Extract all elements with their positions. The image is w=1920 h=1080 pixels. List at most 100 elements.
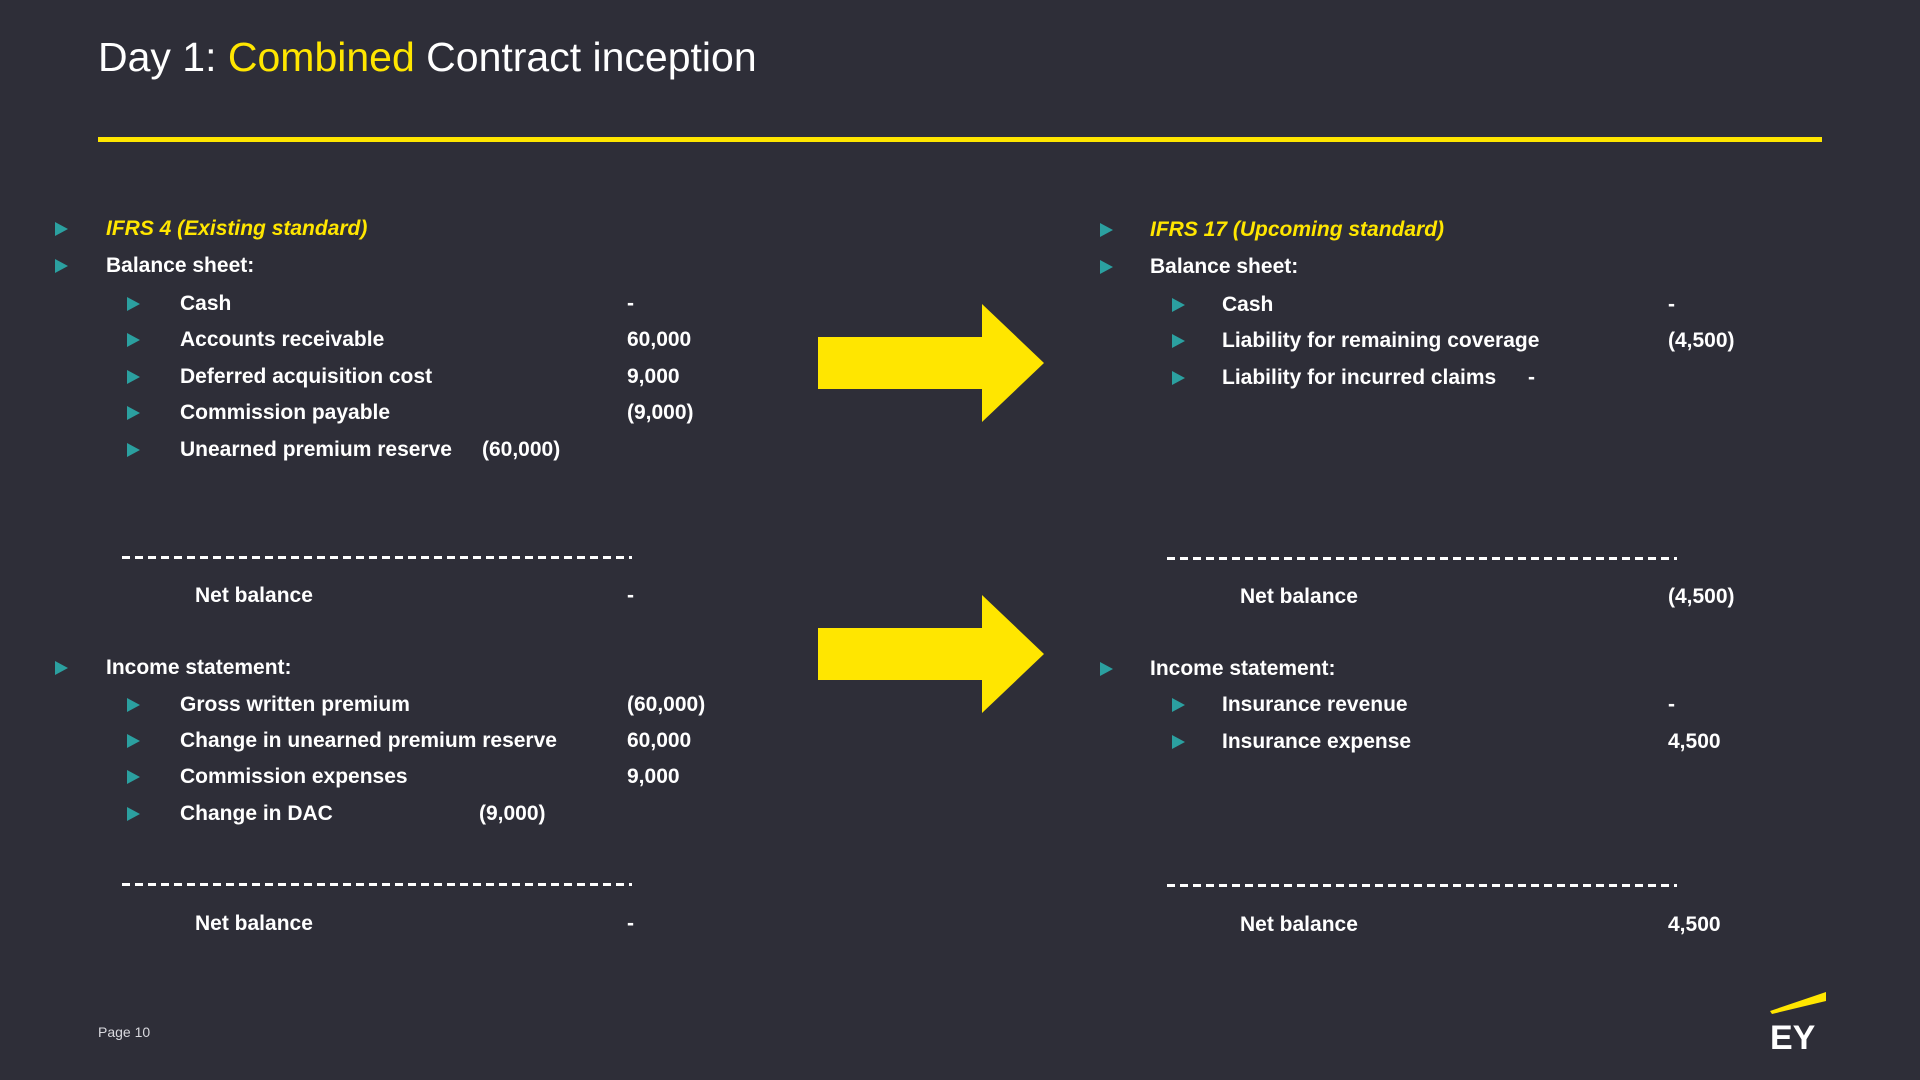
right-arrow-icon [818, 595, 1044, 713]
bullet-icon [127, 370, 140, 384]
title-underline-rule [98, 137, 1822, 142]
bullet-icon [55, 661, 68, 675]
table-row: Gross written premium (60,000) [0, 690, 1920, 720]
row-label: Cash [180, 292, 232, 315]
net-balance-row: Net balance - [0, 581, 1920, 611]
income-statement-header-row: Income statement: [0, 654, 1920, 684]
table-row: Commission expenses 9,000 [0, 762, 1920, 792]
bullet-icon [1172, 735, 1185, 749]
page-title: Day 1: Combined Contract inception [98, 34, 757, 81]
row-label: Gross written premium [180, 693, 410, 716]
bullet-icon [1172, 298, 1185, 312]
row-label: Unearned premium reserve [180, 438, 452, 461]
row-value: (60,000) [627, 693, 706, 716]
net-balance-row: Net balance - [0, 909, 1920, 939]
dashed-separator [122, 883, 632, 886]
bullet-icon [127, 406, 140, 420]
row-value: (9,000) [627, 401, 694, 424]
bullet-icon [127, 333, 140, 347]
income-statement-header: Income statement: [1150, 657, 1336, 680]
table-row: Cash - [0, 290, 1920, 320]
table-row: Liability for incurred claims - [0, 363, 1920, 393]
ey-logo-text: EY [1770, 1019, 1816, 1057]
bullet-icon [127, 734, 140, 748]
row-label: Accounts receivable [180, 328, 385, 351]
row-value: 60,000 [627, 729, 692, 752]
dashed-separator [122, 556, 632, 559]
balance-sheet-header: Balance sheet: [1150, 255, 1299, 278]
row-value: - [1668, 293, 1675, 316]
table-row: Deferred acquisition cost 9,000 [0, 362, 1920, 392]
row-value: - [1668, 693, 1675, 716]
ey-logo: EY [1770, 992, 1840, 1057]
row-label: Deferred acquisition cost [180, 365, 433, 388]
table-row: Insurance expense 4,500 [0, 727, 1920, 757]
ifrs17-header-row: IFRS 17 (Upcoming standard) [0, 215, 1920, 245]
table-row: Commission payable (9,000) [0, 398, 1920, 428]
row-value: (60,000) [482, 438, 561, 461]
bullet-icon [1100, 662, 1113, 676]
row-value: (4,500) [1668, 329, 1735, 352]
row-value: 9,000 [627, 765, 680, 788]
title-prefix: Day 1: [98, 34, 228, 80]
net-balance-value: (4,500) [1668, 585, 1735, 608]
bullet-icon [127, 297, 140, 311]
net-balance-label: Net balance [195, 912, 313, 935]
ifrs17-standard-header: IFRS 17 (Upcoming standard) [1150, 218, 1445, 241]
row-label: Liability for remaining coverage [1222, 329, 1540, 352]
bullet-icon [55, 259, 68, 273]
income-statement-header: Income statement: [106, 656, 292, 679]
bullet-icon [127, 807, 140, 821]
title-suffix: Contract inception [414, 34, 757, 80]
row-value: 9,000 [627, 365, 680, 388]
row-label: Change in unearned premium reserve [180, 729, 557, 752]
bullet-icon [1100, 223, 1113, 237]
table-row: Change in unearned premium reserve 60,00… [0, 726, 1920, 756]
row-value: - [1528, 366, 1535, 389]
row-label: Insurance revenue [1222, 693, 1408, 716]
bullet-icon [127, 443, 140, 457]
dashed-separator [1167, 884, 1677, 887]
dashed-separator [1167, 557, 1677, 560]
bullet-icon [55, 222, 68, 236]
table-row: Liability for remaining coverage (4,500) [0, 326, 1920, 356]
bullet-icon [127, 698, 140, 712]
row-value: (9,000) [479, 802, 546, 825]
table-row: Change in DAC (9,000) [0, 799, 1920, 829]
table-row: Insurance revenue - [0, 690, 1920, 720]
net-balance-value: 4,500 [1668, 913, 1721, 936]
table-row: Unearned premium reserve (60,000) [0, 435, 1920, 465]
page-number: Page 10 [98, 1024, 151, 1040]
net-balance-row: Net balance (4,500) [0, 582, 1920, 612]
balance-sheet-header-row: Balance sheet: [0, 251, 1920, 281]
row-value: - [627, 292, 634, 315]
net-balance-value: - [627, 912, 634, 935]
bullet-icon [1172, 334, 1185, 348]
title-highlight: Combined [227, 34, 415, 80]
ifrs4-header-row: IFRS 4 (Existing standard) [0, 214, 1920, 244]
bullet-icon [127, 770, 140, 784]
balance-sheet-header: Balance sheet: [106, 254, 255, 277]
row-value: 4,500 [1668, 730, 1721, 753]
bullet-icon [1172, 698, 1185, 712]
net-balance-label: Net balance [195, 584, 313, 607]
right-arrow-icon [818, 304, 1044, 422]
net-balance-row: Net balance 4,500 [0, 910, 1920, 940]
table-row: Cash - [0, 289, 1920, 319]
row-label: Insurance expense [1222, 730, 1412, 753]
row-label: Commission payable [180, 401, 391, 424]
row-value: 60,000 [627, 328, 692, 351]
income-statement-header-row: Income statement: [0, 653, 1920, 683]
bullet-icon [1100, 260, 1113, 274]
bullet-icon [1172, 371, 1185, 385]
net-balance-label: Net balance [1240, 913, 1358, 936]
table-row: Accounts receivable 60,000 [0, 325, 1920, 355]
row-label: Liability for incurred claims [1222, 366, 1497, 389]
ey-beam-icon [1770, 992, 1826, 1014]
row-label: Commission expenses [180, 765, 408, 788]
net-balance-label: Net balance [1240, 585, 1358, 608]
net-balance-value: - [627, 584, 634, 607]
row-label: Change in DAC [180, 802, 333, 825]
balance-sheet-header-row: Balance sheet: [0, 252, 1920, 282]
